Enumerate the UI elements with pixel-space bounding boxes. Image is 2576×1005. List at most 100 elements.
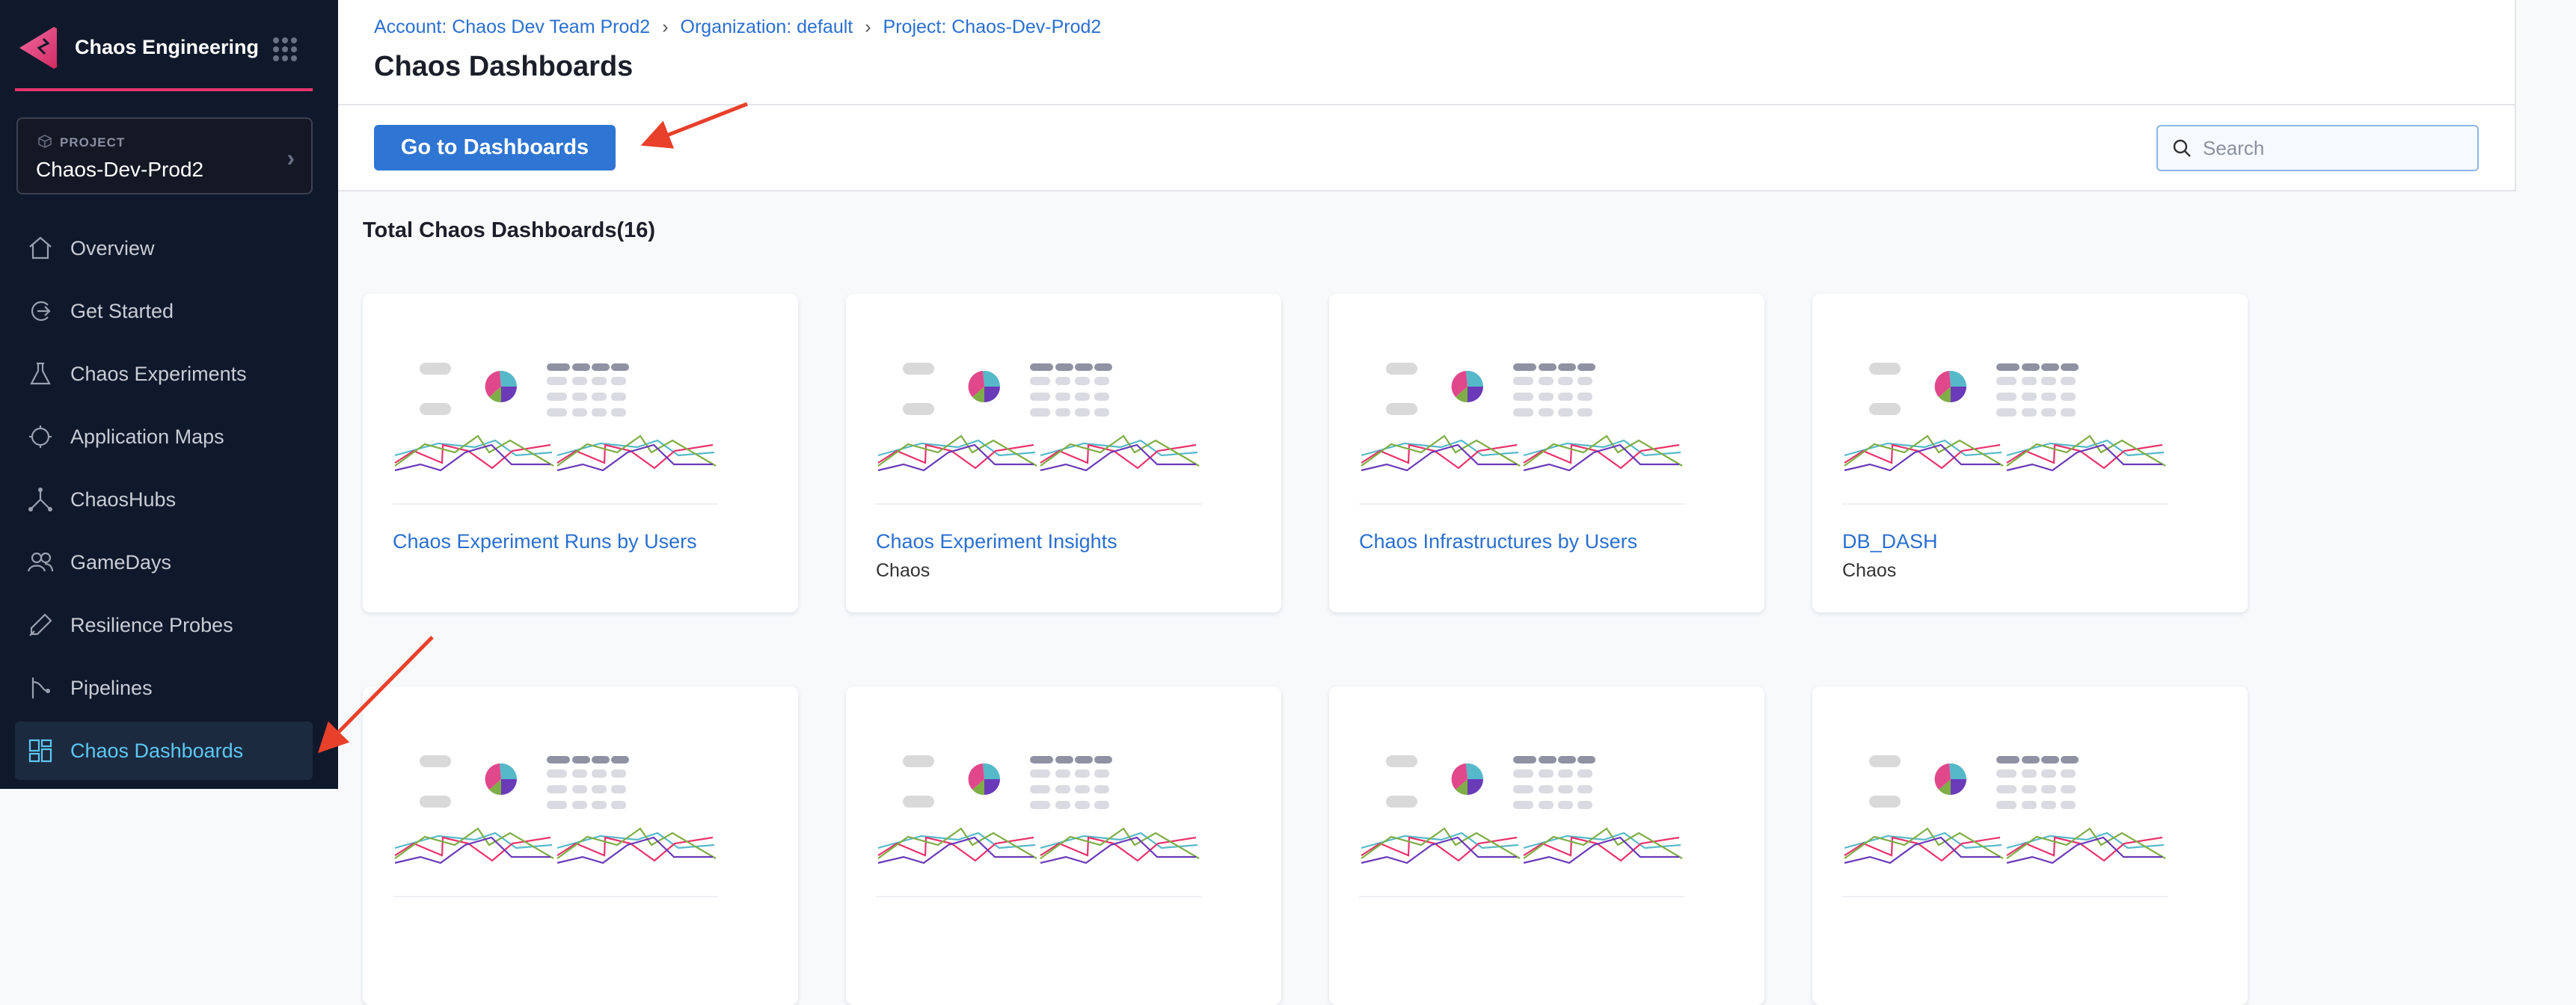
placeholder-table-cell — [547, 363, 570, 371]
placeholder-table-cell — [1094, 377, 1109, 385]
placeholder-table-cell — [1075, 756, 1093, 763]
placeholder-table-cell — [611, 756, 629, 763]
placeholder-table-cell — [1513, 769, 1533, 778]
placeholder-table-cell — [1030, 785, 1050, 793]
placeholder-table-cell — [1075, 769, 1090, 778]
placeholder-table-cell — [1558, 801, 1573, 809]
placeholder-bar — [1386, 363, 1417, 375]
dashboard-card-subtitle: Chaos — [1842, 560, 1897, 581]
sidebar-item-chaos-experiments[interactable]: Chaos Experiments — [15, 345, 313, 403]
dashboard-card[interactable]: DB_DASH Chaos — [1812, 294, 2248, 612]
placeholder-table-cell — [1577, 393, 1592, 401]
placeholder-table-cell — [547, 408, 567, 417]
placeholder-table-cell — [1513, 801, 1533, 809]
breadcrumb-project[interactable]: Project: Chaos-Dev-Prod2 — [883, 16, 1102, 37]
flask-icon — [27, 360, 54, 387]
total-dashboards-count: Total Chaos Dashboards(16) — [363, 218, 656, 242]
placeholder-table-cell — [1539, 393, 1554, 401]
sidebar-item-overview[interactable]: Overview — [15, 219, 313, 277]
pipeline-icon — [27, 674, 54, 701]
placeholder-table-cell — [1539, 785, 1554, 793]
sparkline — [394, 443, 551, 472]
probe-icon — [27, 612, 54, 639]
sidebar-item-get-started[interactable]: Get Started — [15, 282, 313, 340]
dashboard-thumbnail — [1359, 363, 1684, 505]
placeholder-bar — [1869, 363, 1901, 375]
dashboard-thumbnail — [1359, 755, 1684, 897]
sparkline — [2006, 443, 2163, 470]
pie-icon — [1934, 370, 1967, 403]
dashboard-card[interactable]: Chaos Experiment Insights Chaos — [846, 294, 1281, 612]
dashboard-card[interactable] — [846, 686, 1281, 1005]
dashboard-card-title[interactable]: Chaos Experiment Insights — [876, 530, 1117, 553]
hub-icon — [27, 486, 54, 513]
placeholder-table-cell — [2061, 363, 2079, 371]
sparkline — [1844, 434, 2004, 467]
dashboard-card[interactable] — [1329, 686, 1764, 1005]
placeholder-table-cell — [2022, 785, 2037, 793]
placeholder-table-cell — [1539, 377, 1554, 385]
map-icon — [27, 423, 54, 450]
sidebar-item-chaos-dashboards[interactable]: Chaos Dashboards — [15, 722, 313, 780]
placeholder-table-cell — [1030, 756, 1053, 763]
placeholder-table-cell — [1577, 801, 1592, 809]
placeholder-table-cell — [572, 785, 587, 793]
placeholder-table-cell — [1094, 393, 1109, 401]
breadcrumb-organization[interactable]: Organization: default — [680, 16, 853, 37]
sparkline — [1844, 443, 2000, 472]
placeholder-table-cell — [1030, 377, 1050, 385]
sparkline — [2006, 443, 2162, 472]
placeholder-bar — [1869, 755, 1901, 767]
dashboard-card[interactable]: Chaos Experiment Runs by Users — [363, 294, 798, 612]
pie-icon — [1451, 763, 1484, 796]
placeholder-table-cell — [1558, 769, 1573, 778]
sidebar-item-application-maps[interactable]: Application Maps — [15, 408, 313, 466]
dashboard-card-title[interactable]: Chaos Infrastructures by Users — [1359, 530, 1638, 553]
placeholder-table-cell — [1094, 769, 1109, 778]
sparkline — [556, 443, 714, 470]
sparkline — [394, 827, 554, 859]
sidebar-item-chaoshubs[interactable]: ChaosHubs — [15, 470, 313, 529]
sidebar-item-gamedays[interactable]: GameDays — [15, 533, 313, 591]
sparkline — [1040, 443, 1197, 470]
sidebar-item-resilience-probes[interactable]: Resilience Probes — [15, 596, 313, 654]
sparkline — [556, 434, 717, 467]
placeholder-table-cell — [1094, 756, 1112, 763]
placeholder-table-cell — [592, 377, 607, 385]
search-box[interactable] — [2156, 125, 2479, 171]
app-switcher-icon[interactable] — [273, 37, 297, 61]
dashboard-thumbnail — [876, 755, 1201, 897]
placeholder-table-cell — [1075, 363, 1093, 371]
dashboard-card[interactable]: Chaos Infrastructures by Users — [1329, 294, 1764, 612]
breadcrumb-account[interactable]: Account: Chaos Dev Team Prod2 — [374, 16, 651, 37]
placeholder-table-cell — [1030, 363, 1053, 371]
placeholder-table-cell — [2061, 393, 2076, 401]
placeholder-bar — [903, 363, 934, 375]
placeholder-table-cell — [1539, 363, 1557, 371]
sidebar-item-pipelines[interactable]: Pipelines — [15, 659, 313, 717]
placeholder-table-cell — [2061, 769, 2076, 778]
go-to-dashboards-button[interactable]: Go to Dashboards — [374, 125, 616, 170]
placeholder-table-cell — [611, 393, 626, 401]
placeholder-table-cell — [1075, 393, 1090, 401]
placeholder-table-cell — [572, 393, 587, 401]
placeholder-table-cell — [611, 769, 626, 778]
sparkline — [1361, 827, 1521, 859]
placeholder-table-cell — [1539, 756, 1557, 763]
sparkline — [1361, 443, 1518, 470]
placeholder-table-cell — [1996, 408, 2017, 417]
placeholder-table-cell — [592, 756, 610, 763]
project-selector[interactable]: PROJECT Chaos-Dev-Prod2 › — [16, 117, 313, 194]
placeholder-table-cell — [1513, 363, 1536, 371]
dashboard-thumbnail — [1842, 755, 2168, 897]
dashboard-card[interactable] — [363, 686, 798, 1005]
placeholder-table-cell — [572, 756, 590, 763]
search-input[interactable] — [2203, 136, 2472, 160]
dashboard-card[interactable] — [1812, 686, 2248, 1005]
placeholder-table-cell — [1996, 801, 2017, 809]
placeholder-table-cell — [1030, 801, 1050, 809]
dashboard-card-title[interactable]: DB_DASH — [1842, 530, 1938, 553]
placeholder-table-cell — [1055, 756, 1073, 763]
dashboard-card-title[interactable]: Chaos Experiment Runs by Users — [393, 530, 697, 553]
pie-icon — [485, 763, 518, 796]
